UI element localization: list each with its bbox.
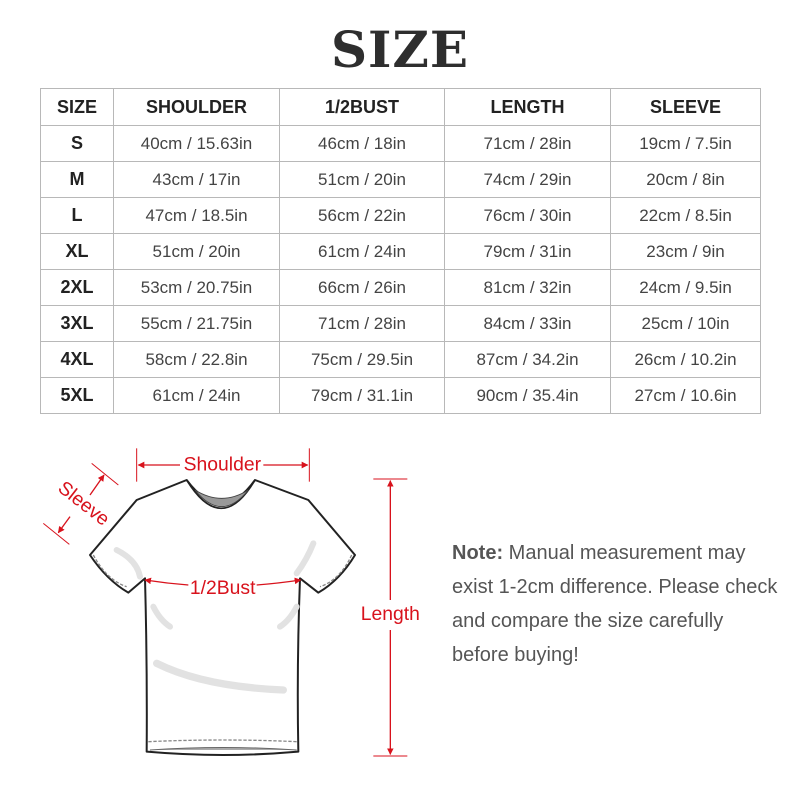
cell-shoulder: 43cm / 17in bbox=[113, 161, 280, 198]
cell-length: 81cm / 32in bbox=[444, 269, 611, 306]
cell-size: XL bbox=[40, 233, 114, 270]
cell-shoulder: 40cm / 15.63in bbox=[113, 125, 280, 162]
cell-sleeve: 20cm / 8in bbox=[610, 161, 761, 198]
header-shoulder: SHOULDER bbox=[113, 88, 280, 126]
bust-label: 1/2Bust bbox=[190, 578, 256, 599]
table-row: L 47cm / 18.5in 56cm / 22in 76cm / 30in 22cm… bbox=[40, 197, 761, 234]
tshirt-measurement-diagram: Shoulder Sleeve 1/2Bust Length bbox=[43, 448, 420, 757]
length-measure: Length bbox=[361, 478, 420, 757]
measurement-note: Note: Manual measurement may exist 1-2cm… bbox=[452, 536, 782, 672]
cell-length: 87cm / 34.2in bbox=[444, 341, 611, 378]
cell-bust: 71cm / 28in bbox=[279, 305, 445, 342]
table-row: S 40cm / 15.63in 46cm / 18in 71cm / 28in 19c… bbox=[40, 125, 761, 162]
cell-bust: 46cm / 18in bbox=[279, 125, 445, 162]
cell-length: 79cm / 31in bbox=[444, 233, 611, 270]
cell-length: 84cm / 33in bbox=[444, 305, 611, 342]
cell-bust: 79cm / 31.1in bbox=[279, 377, 445, 414]
shoulder-measure: Shoulder bbox=[136, 448, 310, 482]
cell-size: 4XL bbox=[40, 341, 114, 378]
cell-size: S bbox=[40, 125, 114, 162]
cell-size: 2XL bbox=[40, 269, 114, 306]
table-row: 3XL 55cm / 21.75in 71cm / 28in 84cm / 33in 2… bbox=[40, 305, 761, 342]
cell-sleeve: 19cm / 7.5in bbox=[610, 125, 761, 162]
cell-sleeve: 25cm / 10in bbox=[610, 305, 761, 342]
shoulder-label: Shoulder bbox=[184, 455, 262, 476]
cell-shoulder: 51cm / 20in bbox=[113, 233, 280, 270]
cell-size: L bbox=[40, 197, 114, 234]
table-row: 2XL 53cm / 20.75in 66cm / 26in 81cm / 32in 2… bbox=[40, 269, 761, 306]
header-length: LENGTH bbox=[444, 88, 611, 126]
cell-shoulder: 55cm / 21.75in bbox=[113, 305, 280, 342]
cell-sleeve: 23cm / 9in bbox=[610, 233, 761, 270]
table-header-row: SIZE SHOULDER 1/2BUST LENGTH SLEEVE bbox=[40, 88, 761, 126]
bust-measure: 1/2Bust bbox=[144, 577, 302, 599]
cell-shoulder: 61cm / 24in bbox=[113, 377, 280, 414]
length-label: Length bbox=[361, 604, 420, 625]
cell-sleeve: 24cm / 9.5in bbox=[610, 269, 761, 306]
header-size: SIZE bbox=[40, 88, 114, 126]
cell-length: 76cm / 30in bbox=[444, 197, 611, 234]
cell-sleeve: 22cm / 8.5in bbox=[610, 197, 761, 234]
note-label: Note: bbox=[452, 542, 504, 564]
header-bust: 1/2BUST bbox=[279, 88, 445, 126]
table-row: M 43cm / 17in 51cm / 20in 74cm / 29in 20cm /… bbox=[40, 161, 761, 198]
cell-bust: 66cm / 26in bbox=[279, 269, 445, 306]
cell-length: 71cm / 28in bbox=[444, 125, 611, 162]
note-text: Manual measurement may exist 1-2cm diffe… bbox=[452, 542, 778, 666]
sleeve-label: Sleeve bbox=[54, 478, 114, 531]
cell-shoulder: 58cm / 22.8in bbox=[113, 341, 280, 378]
cell-shoulder: 47cm / 18.5in bbox=[113, 197, 280, 234]
arrow-icon bbox=[57, 516, 71, 534]
tshirt-icon bbox=[89, 479, 356, 756]
arrow-icon bbox=[89, 474, 105, 496]
size-chart-table: SIZE SHOULDER 1/2BUST LENGTH SLEEVE S 40c… bbox=[40, 88, 761, 414]
cell-sleeve: 26cm / 10.2in bbox=[610, 341, 761, 378]
page-title: SIZE bbox=[330, 20, 470, 79]
cell-bust: 51cm / 20in bbox=[279, 161, 445, 198]
cell-size: 5XL bbox=[40, 377, 114, 414]
cell-size: M bbox=[40, 161, 114, 198]
cell-bust: 56cm / 22in bbox=[279, 197, 445, 234]
arrow-icon bbox=[144, 577, 189, 586]
table-row: XL 51cm / 20in 61cm / 24in 79cm / 31in 23cm … bbox=[40, 233, 761, 270]
cell-length: 90cm / 35.4in bbox=[444, 377, 611, 414]
header-sleeve: SLEEVE bbox=[610, 88, 761, 126]
sleeve-measure: Sleeve bbox=[43, 462, 119, 545]
table-row: 5XL 61cm / 24in 79cm / 31.1in 90cm / 35.4in… bbox=[40, 377, 761, 414]
cell-bust: 61cm / 24in bbox=[279, 233, 445, 270]
cell-sleeve: 27cm / 10.6in bbox=[610, 377, 761, 414]
cell-shoulder: 53cm / 20.75in bbox=[113, 269, 280, 306]
cell-length: 74cm / 29in bbox=[444, 161, 611, 198]
arrow-icon bbox=[256, 577, 302, 586]
cell-bust: 75cm / 29.5in bbox=[279, 341, 445, 378]
table-row: 4XL 58cm / 22.8in 75cm / 29.5in 87cm / 34.2… bbox=[40, 341, 761, 378]
cell-size: 3XL bbox=[40, 305, 114, 342]
